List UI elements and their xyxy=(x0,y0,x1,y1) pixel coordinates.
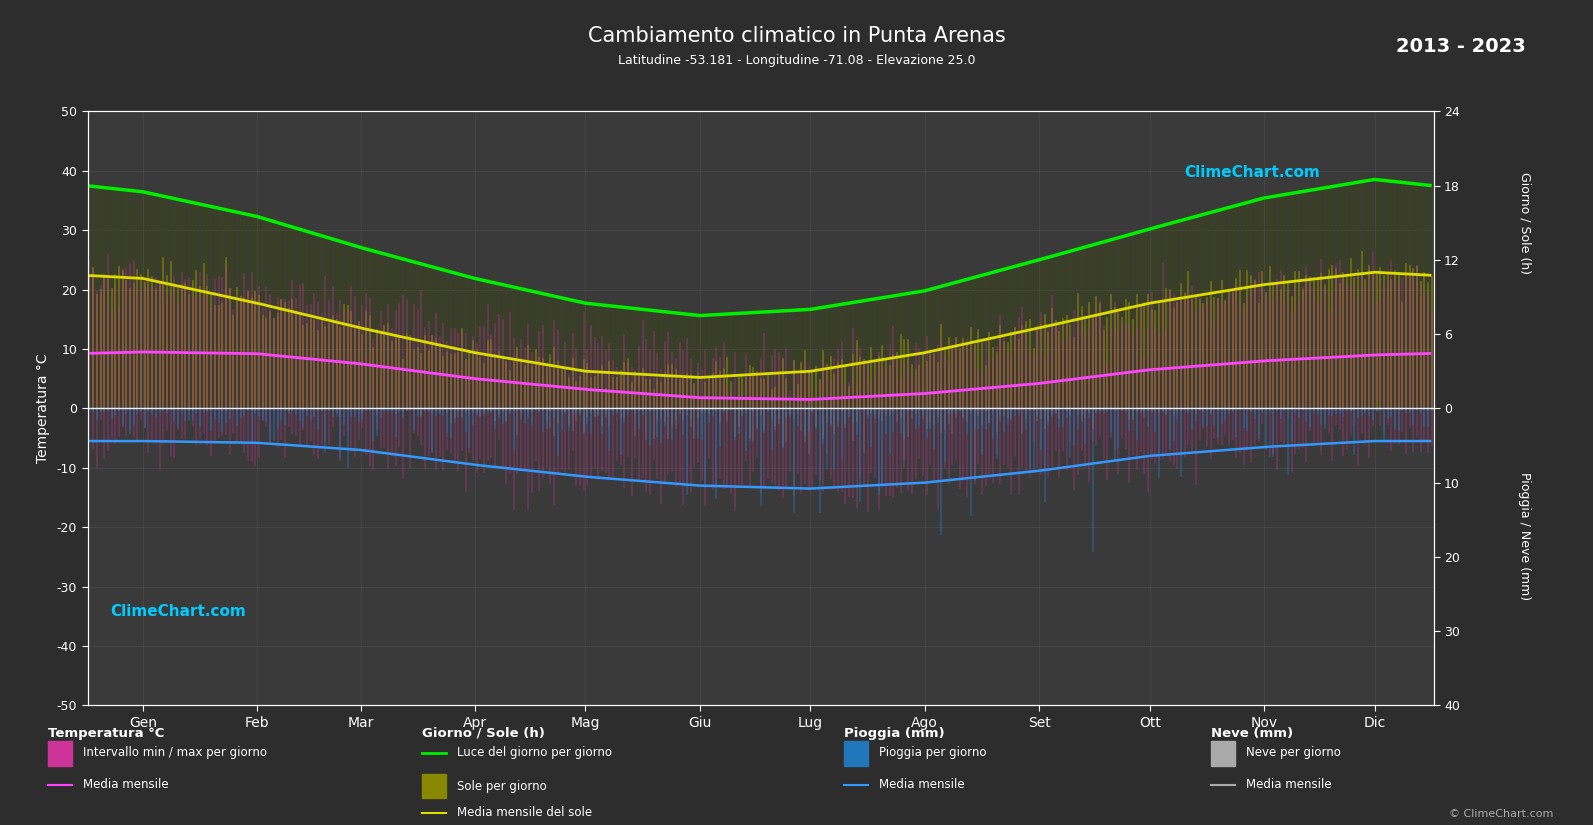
Text: Luce del giorno per giorno: Luce del giorno per giorno xyxy=(457,746,612,759)
Text: Neve (mm): Neve (mm) xyxy=(1211,727,1294,740)
Text: Media mensile: Media mensile xyxy=(1246,779,1332,791)
Text: Pioggia / Neve (mm): Pioggia / Neve (mm) xyxy=(1518,472,1531,601)
Text: Temperatura °C: Temperatura °C xyxy=(48,727,164,740)
Text: Media mensile: Media mensile xyxy=(879,779,965,791)
Text: Neve per giorno: Neve per giorno xyxy=(1246,746,1341,759)
Text: Pioggia (mm): Pioggia (mm) xyxy=(844,727,945,740)
Text: Latitudine -53.181 - Longitudine -71.08 - Elevazione 25.0: Latitudine -53.181 - Longitudine -71.08 … xyxy=(618,54,975,67)
Text: ClimeChart.com: ClimeChart.com xyxy=(110,605,247,620)
Text: Media mensile: Media mensile xyxy=(83,779,169,791)
Bar xyxy=(1211,742,1235,766)
Text: Cambiamento climatico in Punta Arenas: Cambiamento climatico in Punta Arenas xyxy=(588,26,1005,46)
Text: © ClimeChart.com: © ClimeChart.com xyxy=(1448,809,1553,819)
Text: ClimeChart.com: ClimeChart.com xyxy=(1185,165,1321,180)
Text: Giorno / Sole (h): Giorno / Sole (h) xyxy=(422,727,545,740)
Text: Intervallo min / max per giorno: Intervallo min / max per giorno xyxy=(83,746,268,759)
Bar xyxy=(844,742,868,766)
Y-axis label: Temperatura °C: Temperatura °C xyxy=(35,354,49,463)
Text: Sole per giorno: Sole per giorno xyxy=(457,780,546,793)
Text: Giorno / Sole (h): Giorno / Sole (h) xyxy=(1518,172,1531,274)
Bar xyxy=(422,774,446,799)
Text: Media mensile del sole: Media mensile del sole xyxy=(457,806,593,819)
Text: 2013 - 2023: 2013 - 2023 xyxy=(1397,37,1526,56)
Bar xyxy=(48,742,72,766)
Text: Pioggia per giorno: Pioggia per giorno xyxy=(879,746,986,759)
